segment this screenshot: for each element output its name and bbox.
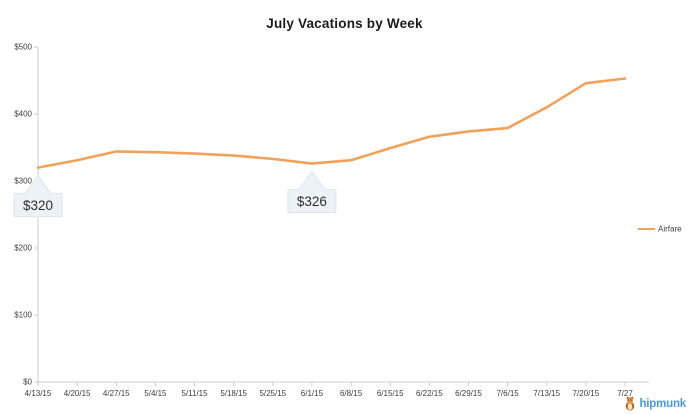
x-tick-label: 4/13/15 bbox=[25, 389, 52, 398]
tooltip-callout bbox=[13, 175, 63, 218]
hipmunk-logo[interactable]: hipmunk bbox=[624, 396, 686, 411]
x-tick-label: 5/4/15 bbox=[144, 389, 167, 398]
x-tick-label: 7/13/15 bbox=[533, 389, 560, 398]
x-tick-label: 5/25/15 bbox=[259, 389, 286, 398]
y-tick-label: $200 bbox=[14, 244, 32, 253]
x-tick-label: 5/11/15 bbox=[181, 389, 208, 398]
x-tick-label: 7/20/15 bbox=[573, 389, 600, 398]
y-tick-label: $100 bbox=[14, 311, 32, 320]
x-tick-label: 6/22/15 bbox=[416, 389, 443, 398]
y-tick-label: $500 bbox=[14, 43, 32, 52]
y-tick-label: $0 bbox=[23, 378, 32, 387]
airfare-line bbox=[36, 77, 627, 169]
x-tick-label: 7/27 bbox=[617, 389, 633, 398]
chart-title: July Vacations by Week bbox=[266, 16, 423, 31]
y-tick-label: $300 bbox=[14, 177, 32, 186]
x-tick-label: 6/1/15 bbox=[301, 389, 324, 398]
x-tick-label: 4/20/15 bbox=[64, 389, 91, 398]
x-tick-label: 6/8/15 bbox=[340, 389, 363, 398]
hipmunk-mascot-icon bbox=[626, 396, 635, 411]
tooltip-value: $326 bbox=[297, 194, 327, 209]
tooltip-callout bbox=[287, 171, 337, 214]
tooltip-value: $320 bbox=[23, 198, 53, 213]
x-tick-label: 4/27/15 bbox=[103, 389, 130, 398]
x-tick-label: 6/15/15 bbox=[377, 389, 404, 398]
x-tick-label: 7/6/15 bbox=[496, 389, 519, 398]
x-tick-label: 5/18/15 bbox=[220, 389, 247, 398]
legend-label[interactable]: Airfare bbox=[658, 225, 682, 234]
y-tick-label: $400 bbox=[14, 110, 32, 119]
x-tick-label: 6/29/15 bbox=[455, 389, 482, 398]
hipmunk-logo-text: hipmunk bbox=[639, 397, 686, 410]
